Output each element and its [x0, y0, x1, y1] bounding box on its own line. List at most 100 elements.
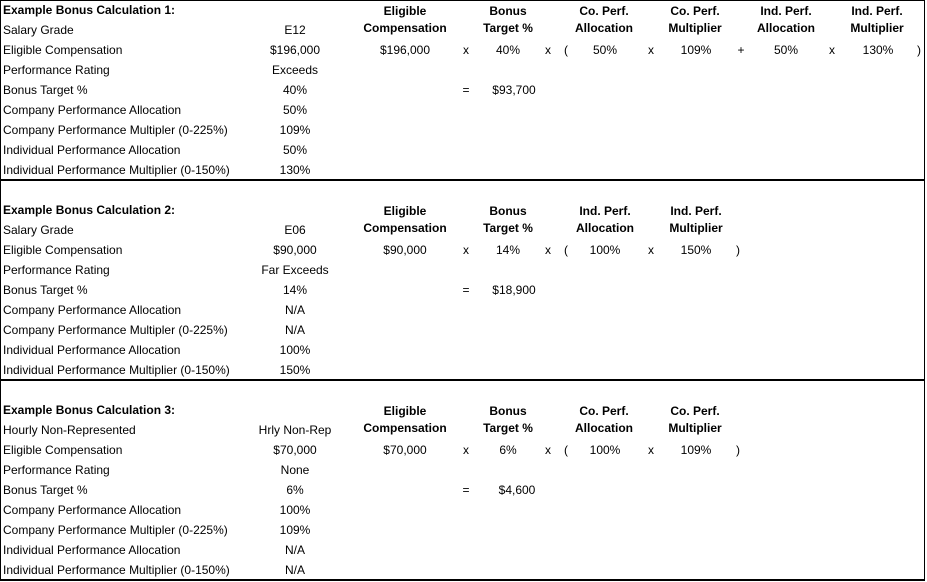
row-label: Company Performance Multipler (0-225%) — [3, 323, 228, 337]
formula-target: 6% — [499, 443, 517, 457]
column-header: Target % — [483, 21, 533, 35]
column-header: Co. Perf. — [670, 4, 720, 18]
row-value: E12 — [284, 23, 306, 37]
column-header: Eligible — [383, 204, 427, 218]
row-label: Company Performance Allocation — [3, 503, 182, 517]
row-label: Bonus Target % — [3, 83, 88, 97]
row-label: Bonus Target % — [3, 483, 88, 497]
top-border — [0, 0, 925, 1]
bottom-border — [0, 579, 925, 581]
row-label: Individual Performance Multiplier (0-150… — [3, 563, 230, 577]
formula-paren: ( — [564, 243, 568, 257]
section-divider-2 — [0, 379, 925, 381]
formula-operator: + — [737, 43, 745, 57]
formula-compensation: $70,000 — [383, 443, 427, 457]
column-header: Bonus — [489, 4, 527, 18]
row-label: Eligible Compensation — [3, 443, 123, 457]
row-label: Company Performance Multipler (0-225%) — [3, 123, 228, 137]
formula-multiplier: 109% — [680, 443, 712, 457]
row-label: Company Performance Allocation — [3, 103, 182, 117]
row-value: Hrly Non-Rep — [258, 423, 332, 437]
row-label: Individual Performance Multiplier (0-150… — [3, 163, 230, 177]
result-amount: $18,900 — [492, 283, 536, 297]
column-header: Allocation — [574, 421, 634, 435]
column-header: Ind. Perf. — [851, 4, 903, 18]
column-header: Allocation — [756, 21, 816, 35]
formula-operator: x — [829, 43, 835, 57]
formula-compensation: $90,000 — [383, 243, 427, 257]
row-value: 14% — [282, 283, 308, 297]
formula-allocation: 100% — [589, 443, 621, 457]
formula-operator: x — [463, 43, 469, 57]
column-header: Ind. Perf. — [579, 204, 631, 218]
row-value: N/A — [284, 303, 306, 317]
formula-operator: x — [463, 243, 469, 257]
formula-allocation: 50% — [592, 43, 618, 57]
formula-operator: x — [545, 443, 551, 457]
row-value: Exceeds — [271, 63, 319, 77]
column-header: Target % — [483, 221, 533, 235]
row-label: Salary Grade — [3, 23, 74, 37]
row-value: E06 — [284, 223, 306, 237]
formula-target: 14% — [495, 243, 521, 257]
row-value: Far Exceeds — [261, 263, 329, 277]
formula-paren: ( — [564, 443, 568, 457]
formula-paren: ) — [736, 243, 740, 257]
column-header: Compensation — [363, 21, 447, 35]
section-divider-1 — [0, 179, 925, 181]
result-equals: = — [462, 483, 470, 497]
formula-multiplier: 130% — [862, 43, 894, 57]
row-label: Eligible Compensation — [3, 43, 123, 57]
row-label: Company Performance Multipler (0-225%) — [3, 523, 228, 537]
section-title: Example Bonus Calculation 2: — [3, 203, 176, 217]
result-equals: = — [462, 283, 470, 297]
row-value: 109% — [279, 523, 311, 537]
row-label: Salary Grade — [3, 223, 74, 237]
row-value: N/A — [284, 563, 306, 577]
formula-compensation: $196,000 — [379, 43, 431, 57]
row-label: Company Performance Allocation — [3, 303, 182, 317]
column-header: Bonus — [489, 404, 527, 418]
column-header: Co. Perf. — [579, 404, 629, 418]
row-value: 50% — [282, 103, 308, 117]
column-header: Allocation — [574, 21, 634, 35]
row-value: N/A — [284, 323, 306, 337]
row-label: Individual Performance Allocation — [3, 343, 181, 357]
column-header: Target % — [483, 421, 533, 435]
column-header: Eligible — [383, 404, 427, 418]
column-header: Ind. Perf. — [760, 4, 812, 18]
formula-operator: x — [463, 443, 469, 457]
result-equals: = — [462, 83, 470, 97]
row-label: Performance Rating — [3, 263, 110, 277]
row-value: $196,000 — [269, 43, 321, 57]
column-header: Compensation — [363, 421, 447, 435]
column-header: Co. Perf. — [579, 4, 629, 18]
formula-allocation: 50% — [773, 43, 799, 57]
column-header: Multiplier — [850, 21, 904, 35]
row-value: 150% — [279, 363, 311, 377]
row-label: Individual Performance Multiplier (0-150… — [3, 363, 230, 377]
formula-paren: ) — [917, 43, 921, 57]
formula-allocation: 100% — [589, 243, 621, 257]
column-header: Multiplier — [668, 421, 722, 435]
result-amount: $4,600 — [498, 483, 536, 497]
formula-target: 40% — [495, 43, 521, 57]
row-value: $70,000 — [273, 443, 317, 457]
formula-operator: x — [545, 43, 551, 57]
row-value: 100% — [279, 343, 311, 357]
row-value: 100% — [279, 503, 311, 517]
row-label: Bonus Target % — [3, 283, 88, 297]
column-header: Ind. Perf. — [670, 204, 722, 218]
result-amount: $93,700 — [492, 83, 536, 97]
formula-operator: x — [648, 243, 654, 257]
row-label: Hourly Non-Represented — [3, 423, 136, 437]
formula-operator: x — [648, 43, 654, 57]
formula-operator: x — [648, 443, 654, 457]
row-value: $90,000 — [273, 243, 317, 257]
row-label: Individual Performance Allocation — [3, 143, 181, 157]
column-header: Multiplier — [668, 21, 722, 35]
row-label: Individual Performance Allocation — [3, 543, 181, 557]
column-header: Co. Perf. — [670, 404, 720, 418]
row-value: 130% — [279, 163, 311, 177]
